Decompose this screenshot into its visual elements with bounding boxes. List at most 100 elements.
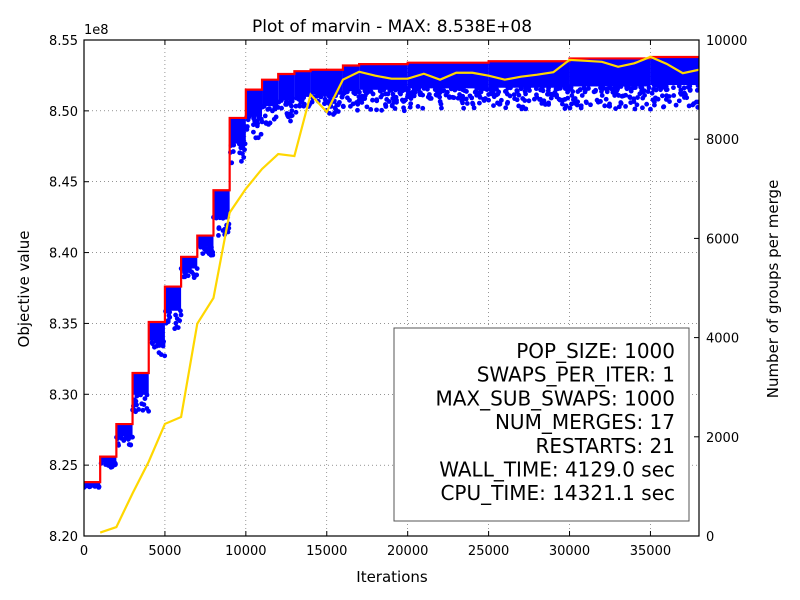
population-point <box>301 103 307 109</box>
annotation-line: SWAPS_PER_ITER: 1 <box>477 363 675 387</box>
population-point <box>439 105 444 111</box>
population-point <box>289 103 294 109</box>
population-point <box>604 86 610 92</box>
population-series <box>84 57 699 490</box>
y-tick-label: 8.25 <box>49 459 78 474</box>
population-point <box>420 92 426 98</box>
population-point <box>206 246 211 251</box>
population-point <box>455 95 461 101</box>
population-point <box>293 103 299 109</box>
population-point <box>562 106 568 111</box>
population-point <box>602 103 608 109</box>
population-point <box>267 120 273 126</box>
population-point <box>459 94 465 100</box>
y-axis-label: Objective value <box>15 231 33 348</box>
x-tick-label: 5000 <box>148 544 181 559</box>
population-point <box>109 460 115 466</box>
population-point <box>288 118 293 124</box>
population-point <box>591 89 597 95</box>
population-point <box>353 88 359 94</box>
population-point <box>682 90 687 96</box>
population-point <box>652 99 657 105</box>
population-point <box>289 108 295 114</box>
population-band <box>197 235 214 247</box>
population-point <box>322 92 328 98</box>
population-point <box>392 106 398 111</box>
population-point <box>519 104 525 110</box>
population-band <box>278 74 295 101</box>
population-point <box>223 214 229 220</box>
population-point <box>314 93 320 99</box>
population-point <box>267 106 272 112</box>
population-point <box>128 434 134 440</box>
population-point <box>598 85 604 91</box>
best-objective-line <box>84 55 699 484</box>
population-point <box>343 88 349 94</box>
population-point <box>142 396 148 401</box>
population-point <box>401 105 406 111</box>
population-point <box>213 214 219 220</box>
plot-content <box>84 55 699 534</box>
population-point <box>165 318 171 323</box>
y2-tick-label: 10000 <box>706 34 747 49</box>
population-point <box>357 89 362 95</box>
population-point <box>613 88 619 94</box>
population-point <box>393 87 398 93</box>
population-point <box>667 99 672 104</box>
population-point <box>651 86 656 92</box>
population-point <box>613 106 618 112</box>
population-point <box>632 85 638 90</box>
population-point <box>174 316 180 322</box>
population-point <box>158 352 164 357</box>
plot-frame <box>83 39 700 537</box>
population-point <box>297 103 303 109</box>
population-point <box>364 104 370 110</box>
population-point <box>374 98 380 104</box>
y-tick-label: 8.35 <box>49 317 78 332</box>
population-point <box>542 102 548 107</box>
x-tick-label: 0 <box>80 544 88 559</box>
population-point <box>415 104 421 109</box>
population-point <box>172 326 178 332</box>
population-point <box>695 104 699 110</box>
population-point <box>388 87 394 93</box>
population-point <box>339 94 345 100</box>
population-point <box>141 402 147 407</box>
population-point <box>686 103 692 109</box>
population-point <box>318 94 324 100</box>
population-point <box>531 96 537 102</box>
population-point <box>134 402 139 408</box>
population-point <box>488 91 494 97</box>
population-point <box>464 101 470 106</box>
annotation-box <box>393 327 690 522</box>
population-point <box>95 483 100 489</box>
population-point <box>262 113 268 119</box>
population-point <box>471 105 477 111</box>
population-point <box>165 308 171 314</box>
population-point <box>112 461 118 467</box>
population-point <box>599 89 604 94</box>
population-point <box>438 101 444 107</box>
annotation-line: WALL_TIME: 4129.0 sec <box>439 458 675 482</box>
annotation-line: MAX_SUB_SWAPS: 1000 <box>435 386 675 410</box>
population-point <box>461 105 467 111</box>
population-point <box>273 114 279 120</box>
population-band <box>229 117 246 144</box>
population-point <box>567 105 573 111</box>
x-tick-label: 10000 <box>225 544 266 559</box>
population-point <box>374 107 379 113</box>
population-point <box>695 99 699 105</box>
population-point <box>420 105 426 111</box>
population-point <box>345 95 350 101</box>
population-point <box>402 97 408 103</box>
population-point <box>408 96 414 101</box>
population-point <box>251 114 257 120</box>
x-tick-label: 20000 <box>387 544 428 559</box>
population-point <box>486 97 492 103</box>
population-point <box>614 84 620 89</box>
population-point <box>194 272 200 278</box>
population-point <box>385 91 391 97</box>
annotation-line: NUM_MERGES: 17 <box>495 410 675 434</box>
population-point <box>216 226 222 231</box>
